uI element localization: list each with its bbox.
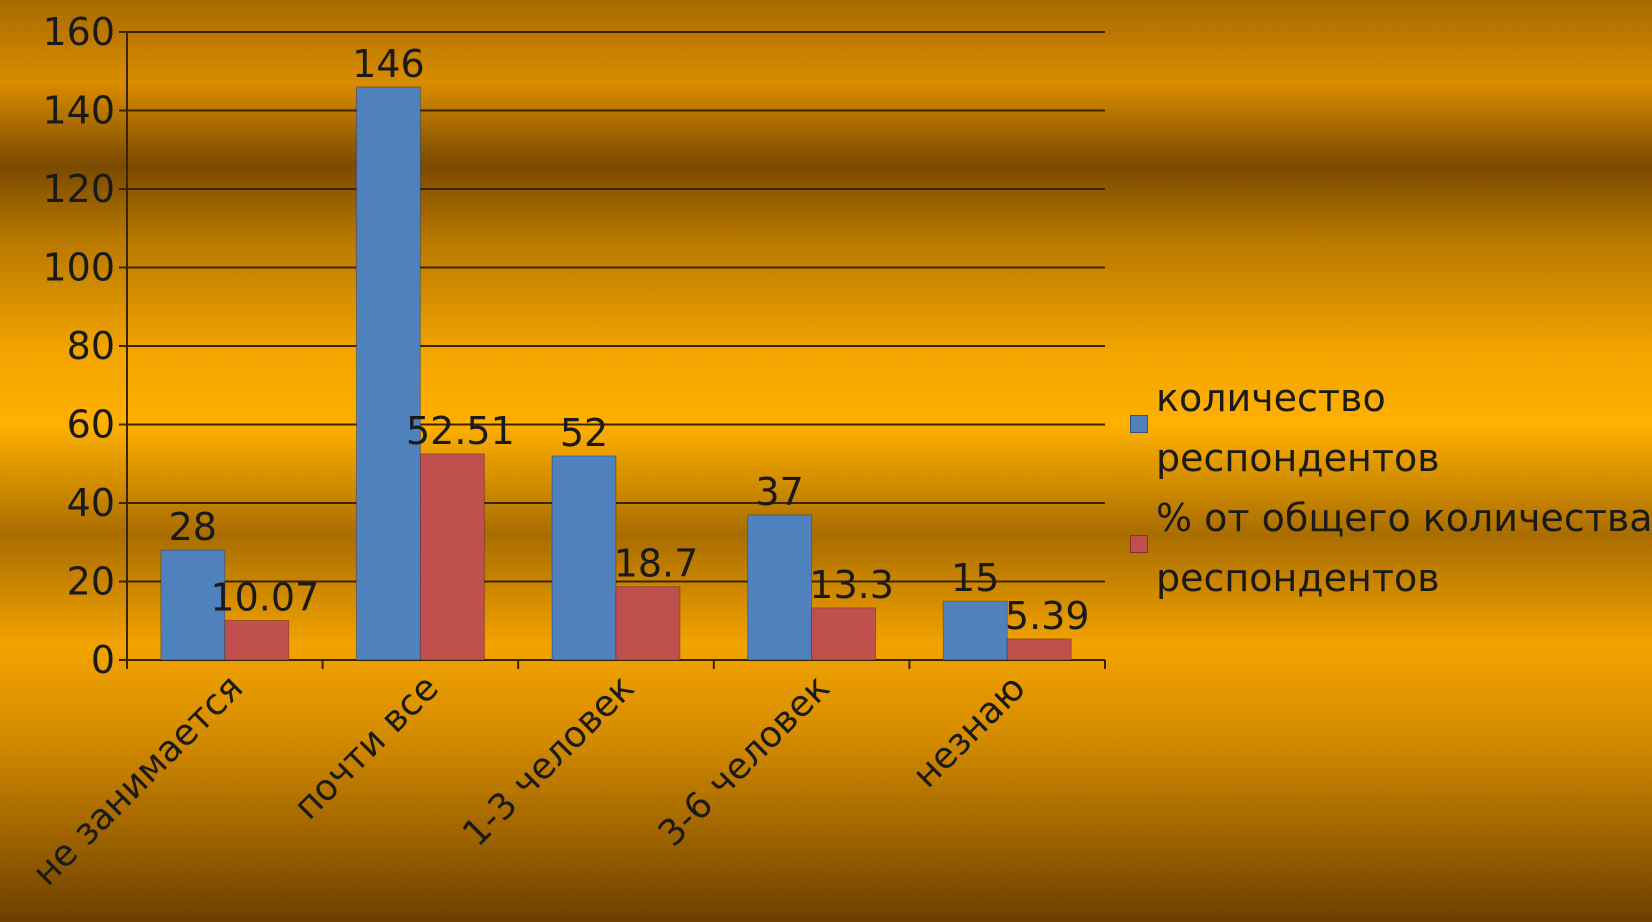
- y-tick-label: 160: [42, 10, 115, 54]
- category-label: незнаю: [905, 667, 1034, 796]
- data-label-count: 15: [951, 556, 999, 600]
- bar-percent: [1006, 638, 1072, 661]
- bar-count: [160, 549, 226, 661]
- bar-count: [747, 514, 813, 661]
- category-label: 1-3 человек: [455, 667, 642, 854]
- data-label-count: 37: [755, 470, 803, 514]
- y-tick-label: 100: [42, 246, 115, 290]
- data-label-percent: 52.51: [406, 409, 515, 453]
- category-label: 3-6 человек: [651, 667, 838, 854]
- bar-percent: [419, 453, 485, 661]
- bar-percent: [615, 586, 681, 661]
- category-label: не занимается: [25, 667, 251, 893]
- data-label-count: 28: [169, 505, 217, 549]
- y-tick-label: 140: [42, 89, 115, 133]
- y-tick-label: 20: [67, 560, 115, 604]
- bar-count: [551, 455, 617, 661]
- data-label-percent: 5.39: [1005, 594, 1090, 638]
- legend-item-percent: % от общего количества респондентов: [1130, 488, 1652, 608]
- data-label-percent: 18.7: [614, 542, 699, 586]
- legend-swatch-percent: [1130, 535, 1148, 553]
- data-label-percent: 13.3: [809, 563, 894, 607]
- data-label-count: 146: [352, 42, 425, 86]
- legend-swatch-count: [1130, 415, 1148, 433]
- data-label-count: 52: [560, 411, 608, 455]
- bar-count: [355, 86, 421, 661]
- bar-count: [942, 600, 1008, 661]
- bar-percent: [811, 607, 877, 661]
- legend-item-count: количество респондентов: [1130, 368, 1650, 488]
- y-tick-label: 40: [67, 481, 115, 525]
- y-tick-label: 120: [42, 167, 115, 211]
- category-label: почти все: [286, 667, 446, 827]
- y-tick-label: 80: [67, 324, 115, 368]
- bar-percent: [224, 619, 290, 661]
- legend-label-percent: % от общего количества респондентов: [1156, 496, 1652, 600]
- y-tick-label: 0: [91, 638, 115, 682]
- legend-label-count: количество респондентов: [1156, 376, 1440, 480]
- y-tick-label: 60: [67, 403, 115, 447]
- legend: количество респондентов % от общего коли…: [1130, 368, 1652, 608]
- data-label-percent: 10.07: [210, 575, 319, 619]
